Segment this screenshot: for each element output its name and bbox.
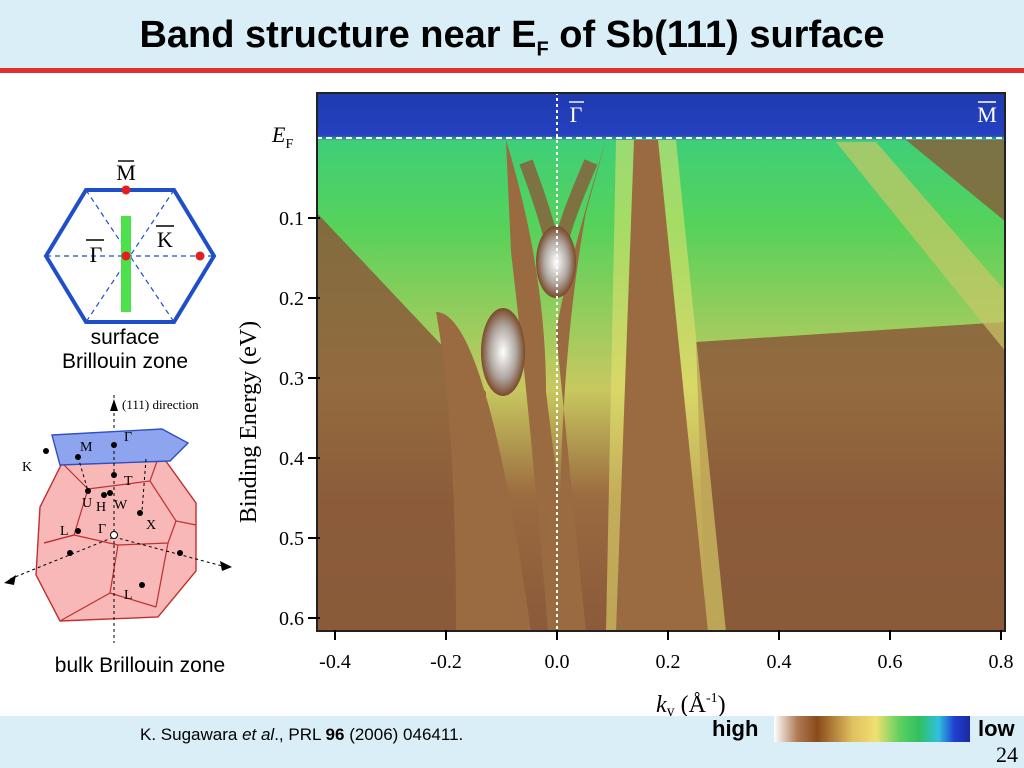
- intensity-colorbar: [774, 716, 970, 742]
- surface-bz-caption-line1: surface: [90, 326, 160, 349]
- arpes-band-map: Γ M: [316, 92, 1006, 632]
- bulk-u-label: U: [82, 496, 92, 511]
- cut-line-marker: [121, 216, 131, 312]
- citation: K. Sugawara et al., PRL 96 (2006) 046411…: [140, 725, 463, 745]
- y-tick-label: 0.6: [279, 608, 304, 630]
- citation-journal: ., PRL: [274, 725, 326, 744]
- colorbar-high-label: high: [712, 716, 759, 741]
- citation-author: K. Sugawara: [140, 725, 243, 744]
- surface-gamma-label: Γ: [90, 242, 103, 267]
- bulk-bz-caption: bulk Brillouin zone: [54, 654, 226, 677]
- bulk-brillouin-zone-diagram: (111) direction M Γ K T U H W L Γ X L: [4, 395, 232, 643]
- x-axis-title: ky (Å-1): [656, 691, 726, 720]
- title-main: Band structure near E: [139, 14, 537, 56]
- x-tick-label: -0.4: [319, 651, 351, 673]
- x-tick-label: 0.8: [989, 651, 1014, 673]
- y-tick-label: 0.4: [279, 448, 304, 470]
- bulk-l-label-2: L: [124, 588, 133, 603]
- y-tick-label: 0.2: [279, 288, 304, 310]
- x-tick-label: -0.2: [430, 651, 462, 673]
- arpes-gamma-label: Γ: [570, 102, 583, 127]
- surface-brillouin-zone-diagram: M Γ K: [43, 160, 217, 324]
- citation-volume: 96: [325, 725, 345, 744]
- surface-bz-caption-line2: Brillouin zone: [61, 350, 189, 373]
- k-point-dot: [195, 251, 205, 261]
- colorbar-low-label: low: [978, 716, 1015, 741]
- y-tick-label: 0.5: [279, 528, 304, 550]
- y-tick-label: 0.1: [279, 208, 304, 230]
- bulk-k-label: K: [22, 460, 32, 475]
- x-tick-label: 0.0: [545, 651, 570, 673]
- x-axis-ticks: -0.4 -0.2 0.0 0.2 0.4 0.6 0.8: [319, 630, 1014, 673]
- y-axis-title: Binding Energy (eV): [236, 321, 262, 523]
- bulk-t-label: T: [124, 474, 133, 489]
- x-tick-label: 0.4: [767, 651, 792, 673]
- x-tick-label: 0.2: [656, 651, 681, 673]
- bulk-w-label: W: [114, 498, 128, 513]
- ef-label: EF: [271, 122, 293, 152]
- x-tick-label: 0.6: [878, 651, 903, 673]
- bulk-gamma-center-label: Γ: [98, 522, 106, 537]
- title-tail: of Sb(111) surface: [548, 14, 885, 56]
- title-bar: [0, 0, 1024, 70]
- citation-pages-year: (2006) 046411.: [344, 725, 464, 744]
- y-tick-label: 0.3: [279, 368, 304, 390]
- bulk-x-label: X: [146, 518, 156, 533]
- bulk-h-label: H: [96, 500, 106, 515]
- surface-projection-plane: [51, 428, 190, 466]
- title-subscript: F: [536, 38, 549, 61]
- arpes-m-label: M: [977, 102, 997, 127]
- bulk-gamma-surface-label: Γ: [124, 430, 132, 445]
- arpes-axes: 0.10.20.30.40.50.6 -0.4 -0.2 0.0 0.2 0.4 0.6 0…: [236, 122, 1014, 720]
- arpes-frame: [316, 92, 1006, 632]
- surface-bz-caption: surface Brillouin zone: [0, 326, 250, 374]
- surface-k-label: K: [157, 227, 173, 252]
- m-point-dot: [121, 185, 131, 195]
- y-axis-ticks: 0.1 0.2 0.3 0.4 0.5 0.6: [279, 208, 320, 630]
- surface-state-spot-lower: [481, 308, 525, 396]
- slide-title: Band structure near EF of Sb(111) surfac…: [0, 14, 1024, 62]
- bulk-l-label-1: L: [60, 524, 69, 539]
- surface-m-label: M: [116, 160, 136, 185]
- citation-etal: et al: [242, 725, 275, 744]
- title-underline: [0, 68, 1024, 73]
- page-number: 24: [996, 742, 1018, 767]
- gamma-point-dot: [121, 251, 131, 261]
- bulk-m-label: M: [80, 440, 93, 455]
- bulk-111-direction-label: (111) direction: [122, 397, 199, 412]
